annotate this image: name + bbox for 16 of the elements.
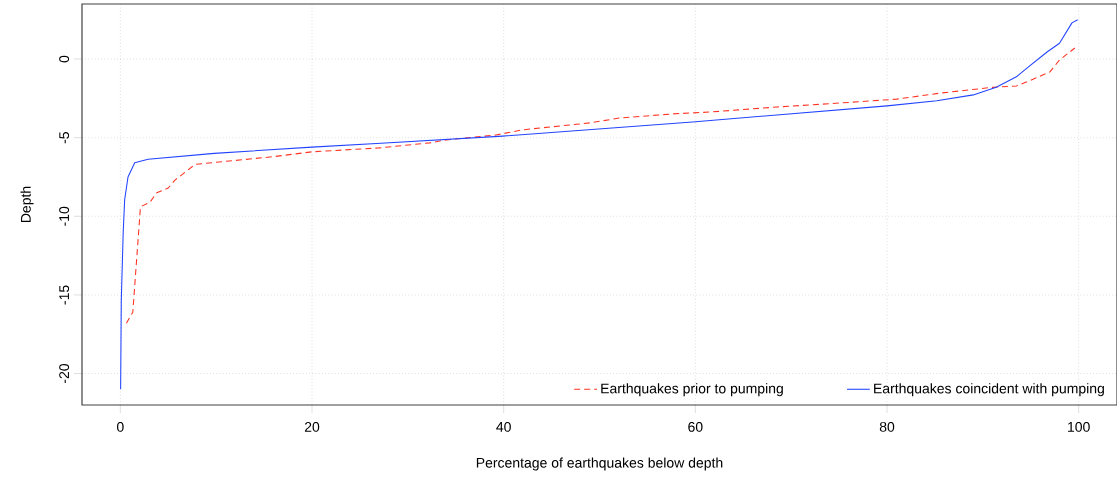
legend-label: Earthquakes prior to pumping <box>601 383 783 397</box>
y-axis-title: Depth <box>20 186 34 223</box>
x-tick-label: 0 <box>116 421 124 432</box>
y-tick-label: 0 <box>59 55 70 63</box>
x-tick-label: 100 <box>1068 421 1090 432</box>
y-tick-label: -20 <box>59 363 70 384</box>
x-axis-title: Percentage of earthquakes below depth <box>476 457 723 471</box>
line-series <box>125 47 1076 324</box>
x-tick-label: 80 <box>879 421 895 432</box>
legend-label: Earthquakes coincident with pumping <box>874 383 1104 397</box>
y-tick-label: -10 <box>59 206 70 226</box>
y-tick-label: -5 <box>59 132 70 144</box>
x-tick-label: 40 <box>496 421 511 432</box>
x-tick-label: 60 <box>688 421 703 432</box>
y-tick-label: -15 <box>59 285 70 305</box>
x-tick-label: 20 <box>304 421 320 432</box>
